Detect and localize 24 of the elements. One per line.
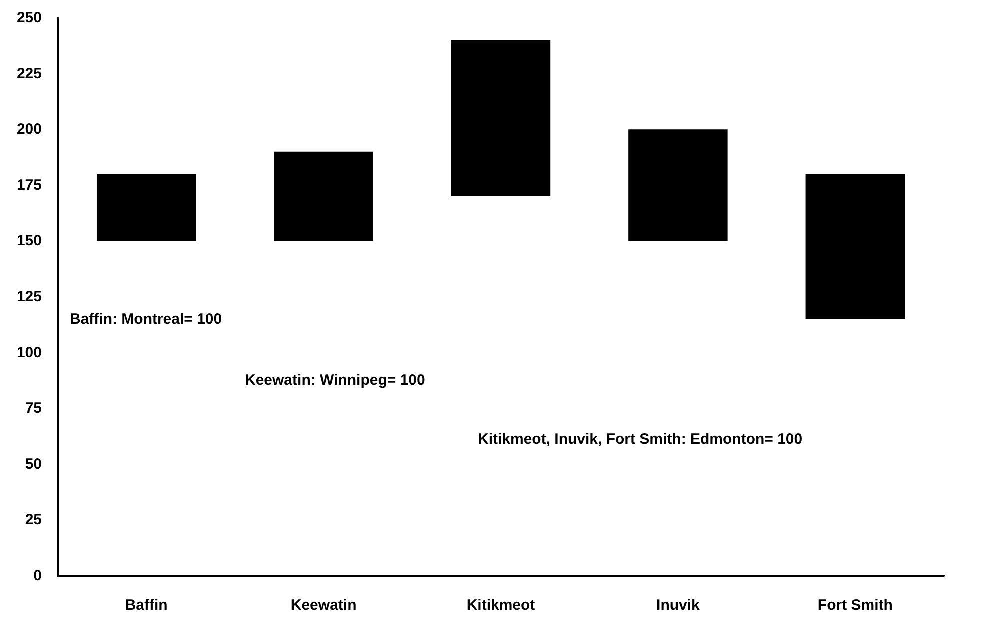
y-tick-label: 125 <box>16 288 42 306</box>
annotation: Keewatin: Winnipeg= 100 <box>245 372 426 389</box>
y-tick-label: 250 <box>16 10 42 26</box>
x-tick-label: Keewatin <box>290 597 357 614</box>
bar <box>274 152 374 242</box>
y-tick-label: 225 <box>16 65 42 82</box>
y-tick-label: 100 <box>16 344 42 362</box>
y-tick-label: 50 <box>25 456 42 473</box>
annotation: Baffin: Montreal= 100 <box>70 311 222 328</box>
y-tick-label: 75 <box>25 400 42 418</box>
x-tick-label: Kitikmeot <box>466 597 536 614</box>
x-tick-label: Fort Smith <box>818 597 893 614</box>
x-tick-label: Inuvik <box>656 597 701 614</box>
bar <box>96 174 196 242</box>
bar <box>628 130 728 242</box>
bar <box>806 174 906 320</box>
y-tick-label: 150 <box>16 232 42 250</box>
y-tick-label: 25 <box>25 512 42 529</box>
annotation: Kitikmeot, Inuvik, Fort Smith: Edmonton= 100 <box>478 431 803 448</box>
bar <box>451 40 551 197</box>
y-tick-label: 0 <box>34 568 42 584</box>
x-tick-label: Baffin <box>125 597 168 614</box>
y-tick-label: 200 <box>16 121 42 138</box>
y-tick-label: 175 <box>16 176 42 194</box>
